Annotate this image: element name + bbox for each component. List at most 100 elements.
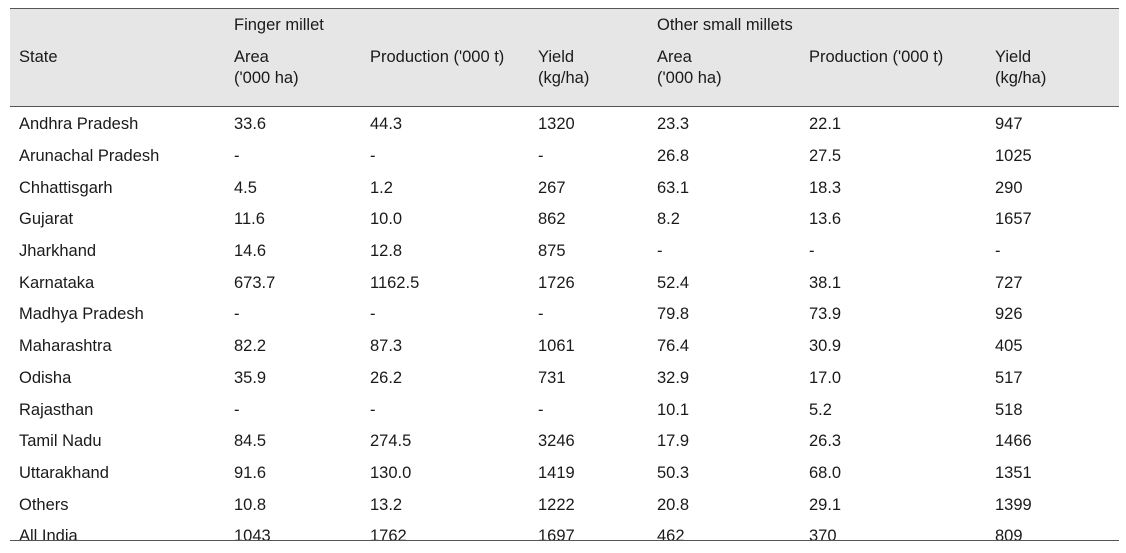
table-row: Uttarakhand 91.6 130.0 1419 50.3 68.0 1351 [10, 458, 1119, 490]
value-cell: 30.9 [809, 337, 842, 356]
value-cell: 29.1 [809, 495, 842, 514]
value-cell: 875 [538, 242, 566, 261]
state-cell: Chhattisgarh [19, 178, 113, 197]
value-cell: 3246 [538, 432, 575, 451]
value-cell: 12.8 [370, 242, 403, 261]
table-bottom-rule [10, 540, 1119, 542]
value-cell: 1061 [538, 337, 575, 356]
value-cell: 1399 [995, 495, 1032, 514]
value-cell: 130.0 [370, 463, 412, 482]
table-row: All India 1043 1762 1697 462 370 809 [10, 521, 1119, 553]
table-row: Gujarat 11.6 10.0 862 8.2 13.6 1657 [10, 204, 1119, 236]
value-cell: 518 [995, 400, 1023, 419]
column-header-fm-production: Production ('000 t) [361, 39, 529, 107]
value-cell: 267 [538, 178, 566, 197]
state-cell: Andhra Pradesh [19, 115, 139, 134]
value-cell: - [538, 400, 544, 419]
column-header-row: State Area ('000 ha) Production ('000 t)… [10, 39, 1119, 107]
state-cell: Gujarat [19, 210, 74, 229]
value-cell: 5.2 [809, 400, 832, 419]
value-cell: 809 [995, 527, 1023, 546]
value-cell: 405 [995, 337, 1023, 356]
state-cell: Tamil Nadu [19, 432, 102, 451]
state-cell: Karnataka [19, 273, 95, 292]
value-cell: 68.0 [809, 463, 842, 482]
value-cell: 13.2 [370, 495, 403, 514]
state-cell: Odisha [19, 368, 72, 387]
value-cell: 26.3 [809, 432, 842, 451]
value-cell: 26.2 [370, 368, 403, 387]
value-cell: 27.5 [809, 147, 842, 166]
column-header-osm-area: Area ('000 ha) [648, 39, 800, 107]
value-cell: 926 [995, 305, 1023, 324]
value-cell: 1697 [538, 527, 575, 546]
table-body: Andhra Pradesh 33.6 44.3 1320 23.3 22.1 947 Aru… [10, 107, 1119, 553]
value-cell: 462 [657, 527, 685, 546]
value-cell: - [809, 242, 815, 261]
value-cell: - [995, 242, 1001, 261]
value-cell: 1351 [995, 463, 1032, 482]
value-cell: 1043 [234, 527, 271, 546]
value-cell: 22.1 [809, 115, 842, 134]
value-cell: 11.6 [234, 210, 265, 229]
value-cell: 1.2 [370, 178, 393, 197]
value-cell: 17.9 [657, 432, 690, 451]
value-cell: 52.4 [657, 273, 690, 292]
value-cell: 1657 [995, 210, 1032, 229]
state-cell: Jharkhand [19, 242, 97, 261]
value-cell: 38.1 [809, 273, 842, 292]
group-header-row: Finger millet Other small millets [10, 8, 1119, 39]
table-row: Odisha 35.9 26.2 731 32.9 17.0 517 [10, 363, 1119, 395]
value-cell: 862 [538, 210, 566, 229]
millet-table: Finger millet Other small millets State … [10, 8, 1119, 553]
value-cell: - [538, 305, 544, 324]
value-cell: 20.8 [657, 495, 690, 514]
table-row: Tamil Nadu 84.5 274.5 3246 17.9 26.3 1466 [10, 426, 1119, 458]
value-cell: 73.9 [809, 305, 842, 324]
table-row: Madhya Pradesh - - - 79.8 73.9 926 [10, 299, 1119, 331]
value-cell: 1726 [538, 273, 575, 292]
value-cell: - [370, 147, 376, 166]
value-cell: - [657, 242, 663, 261]
state-cell: Arunachal Pradesh [19, 147, 160, 166]
value-cell: 290 [995, 178, 1023, 197]
value-cell: 1320 [538, 115, 575, 134]
value-cell: 10.8 [234, 495, 267, 514]
value-cell: 947 [995, 115, 1023, 134]
value-cell: 727 [995, 273, 1023, 292]
value-cell: 14.6 [234, 242, 267, 261]
value-cell: 274.5 [370, 432, 412, 451]
column-header-osm-production: Production ('000 t) [800, 39, 986, 107]
table-row: Maharashtra 82.2 87.3 1061 76.4 30.9 405 [10, 331, 1119, 363]
value-cell: - [538, 147, 544, 166]
value-cell: 1466 [995, 432, 1032, 451]
column-header-osm-yield: Yield (kg/ha) [986, 39, 1119, 107]
value-cell: 33.6 [234, 115, 267, 134]
value-cell: 91.6 [234, 463, 267, 482]
value-cell: - [234, 400, 240, 419]
state-cell: Others [19, 495, 69, 514]
value-cell: - [234, 305, 240, 324]
value-cell: 18.3 [809, 178, 842, 197]
value-cell: 8.2 [657, 210, 680, 229]
value-cell: 63.1 [657, 178, 690, 197]
table-row: Arunachal Pradesh - - - 26.8 27.5 1025 [10, 141, 1119, 173]
value-cell: - [234, 147, 240, 166]
group-header-empty [10, 8, 225, 39]
value-cell: 35.9 [234, 368, 267, 387]
state-cell: Madhya Pradesh [19, 305, 144, 324]
value-cell: 50.3 [657, 463, 690, 482]
value-cell: 84.5 [234, 432, 267, 451]
value-cell: 26.8 [657, 147, 690, 166]
value-cell: 517 [995, 368, 1023, 387]
value-cell: 76.4 [657, 337, 690, 356]
table-row: Karnataka 673.7 1162.5 1726 52.4 38.1 727 [10, 267, 1119, 299]
value-cell: 4.5 [234, 178, 257, 197]
table-row: Chhattisgarh 4.5 1.2 267 63.1 18.3 290 [10, 172, 1119, 204]
value-cell: 1762 [370, 527, 407, 546]
group-header-finger-millet: Finger millet [225, 8, 648, 39]
column-header-state: State [10, 39, 225, 107]
value-cell: 673.7 [234, 273, 276, 292]
value-cell: 79.8 [657, 305, 690, 324]
table-row: Jharkhand 14.6 12.8 875 - - - [10, 236, 1119, 268]
